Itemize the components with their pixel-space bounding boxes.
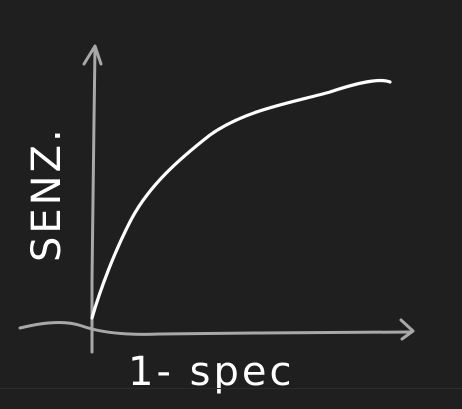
x-axis-label: 1- spec — [128, 349, 294, 395]
y-axis-arrowhead — [82, 44, 103, 66]
y-axis-label: SENZ. — [24, 126, 70, 262]
roc-curve — [90, 78, 392, 320]
x-axis-arrowhead — [399, 318, 415, 341]
x-axis-line — [18, 321, 412, 336]
y-axis-line — [90, 46, 97, 354]
page-divider — [0, 388, 462, 389]
